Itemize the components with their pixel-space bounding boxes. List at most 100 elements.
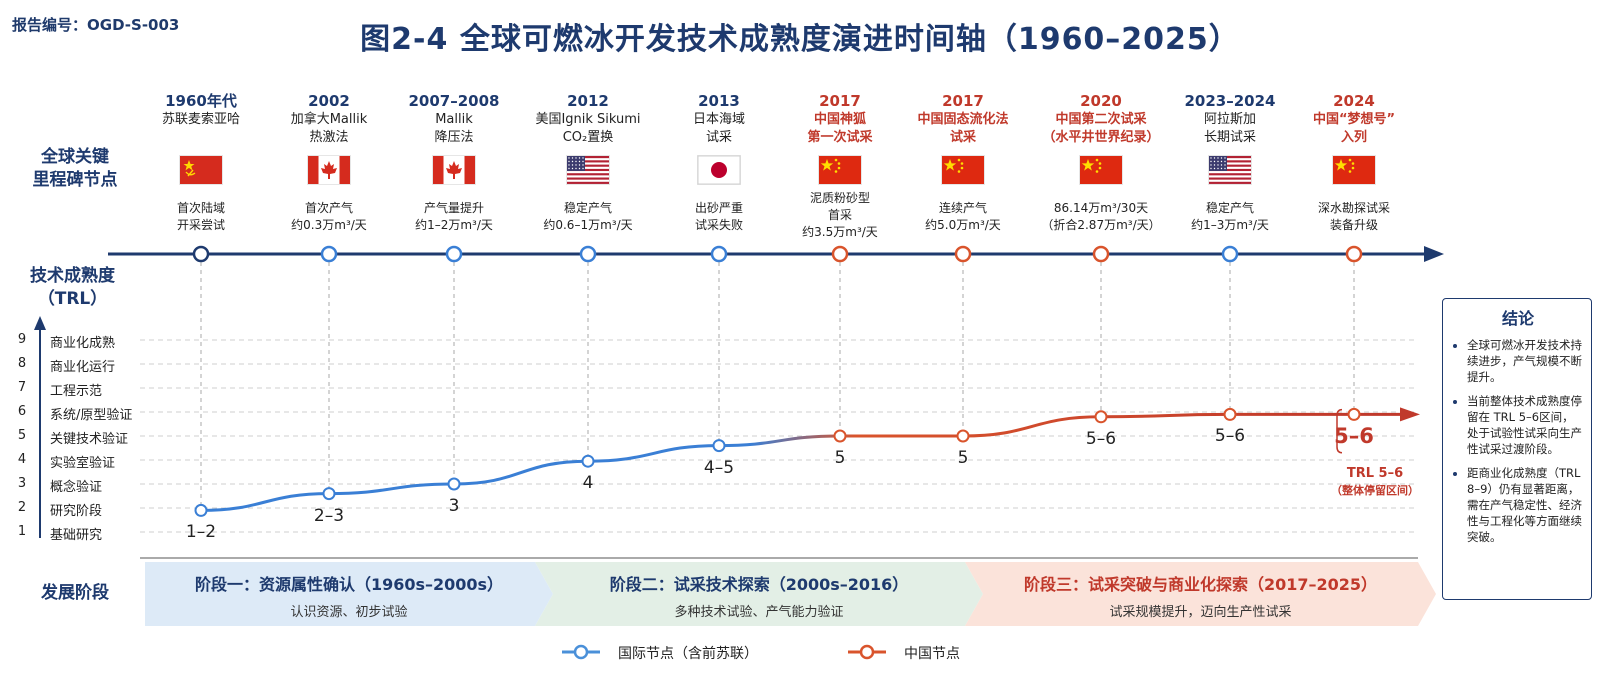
milestone-node: 2013 日本海域 试采 xyxy=(649,91,789,147)
milestone-node: 1960年代 苏联麦索亚哈 xyxy=(131,91,271,129)
milestone-description-line: 装备升级 xyxy=(1329,218,1378,232)
china-flag xyxy=(1332,155,1376,185)
stripe xyxy=(567,173,609,176)
trl-band-note-title: TRL 5–6 xyxy=(1346,466,1404,481)
red-disc xyxy=(711,162,727,178)
milestone-row-label: 全球关键 里程碑节点 xyxy=(20,146,130,192)
maple-leaf xyxy=(321,161,337,179)
milestone-name: 长期试采 xyxy=(1203,130,1256,145)
trl-band-note-sub: （整体停留区间） xyxy=(1331,484,1419,497)
canton-star xyxy=(1213,157,1216,159)
milestone-name: 加拿大Mallik xyxy=(290,112,368,127)
report-number: 报告编号：OGD-S-003 xyxy=(12,16,180,34)
milestone-year: 2012 xyxy=(567,92,609,110)
trl-data-point xyxy=(956,429,970,443)
figure-title: 图2-4 全球可燃冰开发技术成熟度演进时间轴（1960–2025） xyxy=(360,22,1240,57)
canton-star xyxy=(1210,164,1212,166)
trl-level-number: 8 xyxy=(17,356,27,371)
right-band xyxy=(339,156,350,184)
milestone-name: 降压法 xyxy=(434,130,474,145)
milestone-description: 86.14万m³/30天 （折合2.87万m³/天） xyxy=(1026,200,1176,234)
milestone-name: 苏联麦索亚哈 xyxy=(161,112,240,127)
canton-star xyxy=(1217,157,1219,159)
small-star xyxy=(1095,158,1099,162)
milestone-description-line: 约0.6–1万m³/天 xyxy=(543,218,633,232)
milestone-description-line: （折合2.87万m³/天） xyxy=(1041,218,1161,232)
milestone-description: 出砂严重 试采失败 xyxy=(644,200,794,234)
canton-star xyxy=(582,164,584,166)
milestone-description-line: 连续产气 xyxy=(938,201,987,215)
milestone-node: 2023–2024 阿拉斯加 长期试采 xyxy=(1160,91,1300,147)
timeline-node-marker xyxy=(831,245,849,263)
left-band xyxy=(433,156,444,184)
milestone-year: 2023–2024 xyxy=(1184,92,1276,110)
milestone-description-line: 稳定产气 xyxy=(563,201,612,215)
legend-marker xyxy=(573,644,589,660)
milestone-name: 中国固态流化法 xyxy=(917,112,1009,127)
milestone-name: 入列 xyxy=(1340,130,1367,145)
milestone-description-line: 产气量提升 xyxy=(423,201,484,215)
canton-star xyxy=(571,160,574,163)
canton-star xyxy=(571,157,574,159)
timeline-arrowhead xyxy=(1424,246,1444,262)
canton-star xyxy=(582,157,584,159)
trl-level-name: 基础研究 xyxy=(50,528,103,543)
trl-axis-label-line1: 技术成熟度 xyxy=(30,266,115,286)
right-band xyxy=(464,156,475,184)
usa-flag xyxy=(1208,155,1252,185)
trl-value-label: 5–6 xyxy=(1214,426,1246,447)
china-flag xyxy=(1079,155,1123,185)
phase-band-shape xyxy=(535,562,983,626)
big-star xyxy=(1081,159,1095,171)
trl-data-point xyxy=(712,439,726,453)
stripe xyxy=(1209,160,1251,163)
trl-data-point xyxy=(1223,407,1237,421)
timeline-node-marker xyxy=(710,245,728,263)
china-flag xyxy=(941,155,985,185)
milestone-description: 首次陆域 开采尝试 xyxy=(126,200,276,234)
canton-star xyxy=(578,164,581,166)
small-star xyxy=(957,158,961,162)
milestone-description-line: 约0.3万m³/天 xyxy=(291,218,367,232)
legend-intl-label: 国际节点（含前苏联） xyxy=(618,646,758,662)
milestone-description-line: 约1–3万m³/天 xyxy=(1191,218,1269,232)
trl-value-label: 5–6 xyxy=(1334,424,1374,449)
stripe xyxy=(1209,173,1251,176)
phase-band: 阶段一：资源属性确认（1960s–2000s） 认识资源、初步试验 xyxy=(145,571,553,620)
china-flag xyxy=(818,155,862,185)
small-star xyxy=(1348,158,1352,162)
canton-star xyxy=(1224,160,1226,163)
big-star xyxy=(820,159,834,171)
phase-band-subtitle: 多种技术试验、产气能力验证 xyxy=(674,605,844,620)
trl-value-label: 2–3 xyxy=(313,505,345,526)
timeline-node-marker xyxy=(1345,245,1363,263)
phase-band-subtitle: 试采规模提升，迈向生产性试采 xyxy=(1109,605,1292,620)
canton-star xyxy=(571,164,574,166)
canton-star xyxy=(578,160,581,163)
milestone-description: 产气量提升 约1–2万m³/天 xyxy=(379,200,529,234)
milestone-name: 热激法 xyxy=(309,130,349,145)
milestone-name: 中国第二次试采 xyxy=(1055,112,1147,127)
canton-star xyxy=(578,157,581,159)
milestone-name: CO₂置换 xyxy=(562,130,614,145)
trl-axis-label-line2: （TRL） xyxy=(37,289,108,309)
small-star xyxy=(1095,170,1099,173)
conclusion-title: 结论 xyxy=(1501,309,1534,328)
phase-band-title: 阶段二：试采技术探索（2000s–2016） xyxy=(609,575,909,594)
milestone-description-line: 开采尝试 xyxy=(176,218,225,232)
trl-data-point xyxy=(581,454,595,468)
canton-star xyxy=(1220,160,1223,163)
phase-row-label: 发展阶段 xyxy=(41,583,109,603)
conclusion-box: 结论 全球可燃冰开发技术持续进步，产气规模不断提升。 当前整体技术成熟度停留在 … xyxy=(1442,298,1592,600)
canton-star xyxy=(1213,167,1216,170)
milestone-node: 2020 中国第二次试采 （水平井世界纪录） xyxy=(1031,91,1171,147)
canton-star xyxy=(575,167,577,170)
trl-data-point xyxy=(1094,410,1108,424)
milestone-name: 试采 xyxy=(949,130,976,145)
trl-data-point xyxy=(322,487,336,501)
trl-level-name: 概念验证 xyxy=(50,480,103,495)
trl-data-point xyxy=(833,429,847,443)
stripe xyxy=(1209,156,1251,159)
stripe xyxy=(567,156,609,159)
